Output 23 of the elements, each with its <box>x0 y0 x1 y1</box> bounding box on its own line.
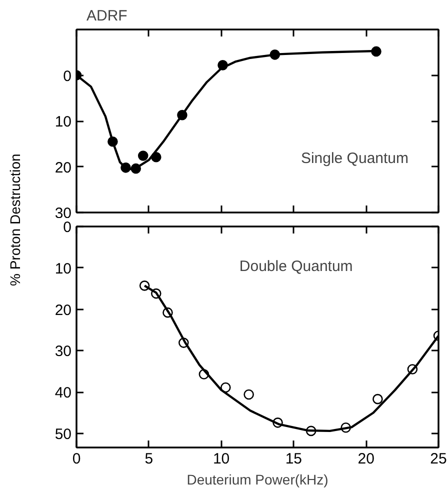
x-tick-label: 10 <box>212 450 230 468</box>
x-tick-label: 15 <box>285 450 302 468</box>
x-tick-label: 25 <box>430 450 447 468</box>
y-tick-label: 10 <box>54 260 72 278</box>
point <box>372 394 383 404</box>
y-tick-label: 50 <box>54 426 72 443</box>
y-axis-title: % Proton Destruction <box>6 154 24 286</box>
x-axis-title: Deuterium Power(kHz) <box>186 472 328 488</box>
chart-title: ADRF <box>86 8 128 24</box>
point <box>138 150 148 161</box>
annotation: Double Quantum <box>239 258 353 276</box>
point <box>244 389 254 400</box>
y-tick-label: 30 <box>54 205 72 222</box>
x-tick-label: 20 <box>358 450 374 468</box>
x-tick-label: 5 <box>144 450 154 468</box>
y-tick-label: 30 <box>54 343 72 360</box>
y-tick-label: 40 <box>54 384 72 402</box>
y-tick-label: 20 <box>54 302 72 319</box>
y-tick-label: 0 <box>63 68 72 85</box>
y-tick-label: 20 <box>54 159 72 176</box>
y-tick-label: 0 <box>63 219 72 236</box>
annotation: Single Quantum <box>300 150 409 167</box>
y-tick-label: 10 <box>54 114 72 130</box>
